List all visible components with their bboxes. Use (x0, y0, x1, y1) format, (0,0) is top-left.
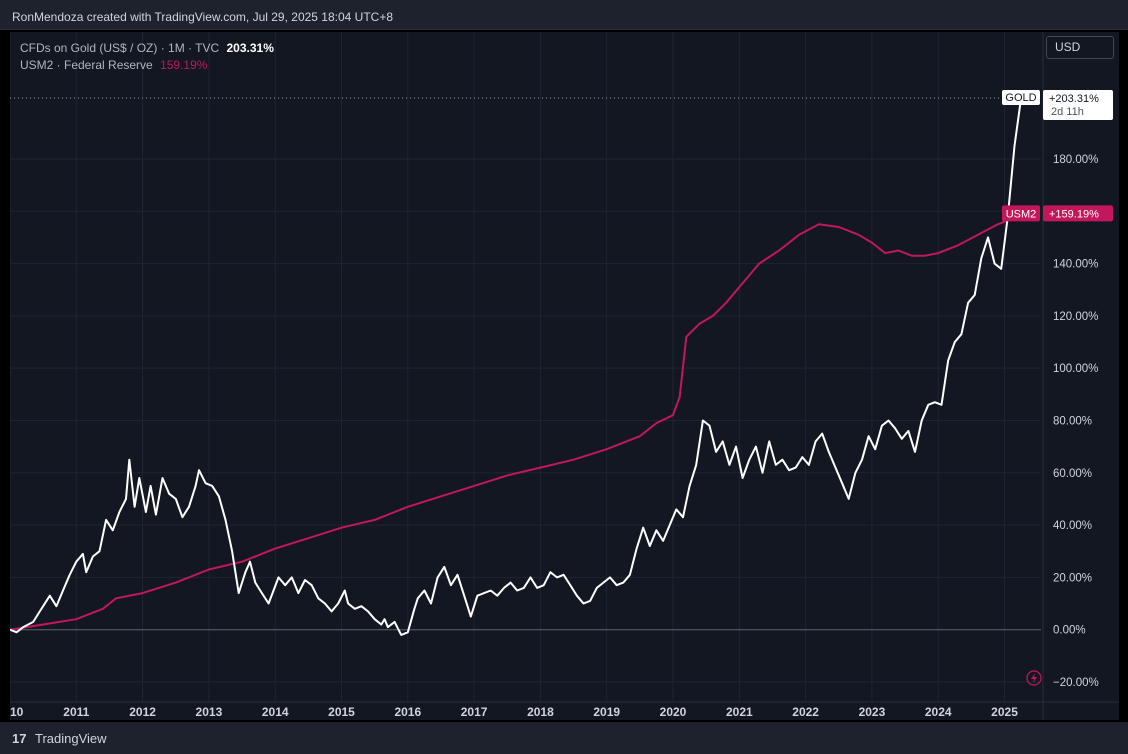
attribution-bar: RonMendoza created with TradingView.com,… (0, 0, 1128, 30)
chart-area[interactable]: −20.00% 0.00% 20.00% 40.00% 60.00% 80.00% 100.… (10, 32, 1119, 720)
m2-value-label: +159.19% (1049, 208, 1099, 220)
footer-brand: TradingView (35, 731, 107, 746)
gold-value-label: +203.31% (1049, 93, 1099, 105)
m2-symbol-tag (1002, 205, 1040, 222)
grid (10, 32, 1041, 702)
x-tick-label: 2012 (129, 705, 156, 719)
x-tick-label: 2011 (63, 705, 89, 719)
x-tick-label: 2016 (394, 705, 421, 719)
gold-symbol-tag (1002, 90, 1040, 105)
m2-series-line (10, 212, 1038, 631)
axes: −20.00% 0.00% 20.00% 40.00% 60.00% 80.00% 100.… (10, 32, 1119, 720)
y-tick-label: 180.00% (1053, 154, 1098, 166)
legend-m2[interactable]: USM2 · Federal Reserve 159.19% (20, 57, 274, 74)
legend-m2-value: 159.19% (160, 58, 208, 72)
currency-button[interactable]: USD (1046, 36, 1114, 59)
y-tick-label: 120.00% (1053, 311, 1098, 323)
series-lines (10, 97, 1038, 636)
x-tick-label: 2013 (196, 705, 223, 719)
tradingview-logo-icon: 17 (12, 731, 27, 746)
y-tick-label: 40.00% (1053, 520, 1092, 532)
m2-value-tag (1043, 205, 1113, 222)
gold-symbol-label: GOLD (1005, 92, 1036, 104)
y-tick-label: 100.00% (1053, 363, 1098, 375)
legend-gold-name: CFDs on Gold (US$ / OZ) · 1M · TVC (20, 41, 220, 55)
x-tick-label: 2024 (925, 705, 952, 719)
footer: 17 TradingView (0, 722, 1128, 754)
x-tick-label: 2010 (10, 705, 24, 719)
price-tags: GOLD +203.31%2d 11h USM2 +159.19% (1002, 90, 1113, 686)
x-tick-label: 2021 (726, 705, 753, 719)
legend-m2-name: USM2 · Federal Reserve (20, 58, 153, 72)
x-tick-label: 2019 (593, 705, 620, 719)
gold-value-tag (1043, 90, 1113, 120)
x-tick-label: 2015 (328, 705, 355, 719)
y-tick-label: 0.00% (1053, 625, 1086, 637)
x-tick-label: 2022 (792, 705, 819, 719)
gold-series-line (10, 97, 1023, 636)
zero-line (10, 97, 1041, 631)
y-tick-label: 20.00% (1053, 572, 1092, 584)
x-tick-label: 2023 (859, 705, 886, 719)
lightning-glyph (1031, 673, 1037, 683)
legend-gold-value: 203.31% (226, 41, 274, 55)
x-tick-label: 2025 (991, 705, 1018, 719)
m2-symbol-label: USM2 (1006, 208, 1037, 220)
y-tick-label: −20.00% (1053, 677, 1099, 689)
y-tick-label: 60.00% (1053, 468, 1092, 480)
y-tick-label: 140.00% (1053, 259, 1098, 271)
attribution-text: RonMendoza created with TradingView.com,… (12, 10, 393, 24)
y-tick-label: 80.00% (1053, 415, 1092, 427)
x-tick-label: 2017 (461, 705, 488, 719)
legend: CFDs on Gold (US$ / OZ) · 1M · TVC 203.3… (20, 40, 274, 74)
legend-gold[interactable]: CFDs on Gold (US$ / OZ) · 1M · TVC 203.3… (20, 40, 274, 57)
chart-canvas[interactable]: −20.00% 0.00% 20.00% 40.00% 60.00% 80.00% 100.… (10, 32, 1119, 720)
gold-countdown-label: 2d 11h (1051, 106, 1084, 118)
x-tick-label: 2020 (660, 705, 687, 719)
x-tick-label: 2014 (262, 705, 289, 719)
x-tick-label: 2018 (527, 705, 554, 719)
lightning-icon[interactable] (1026, 670, 1042, 686)
